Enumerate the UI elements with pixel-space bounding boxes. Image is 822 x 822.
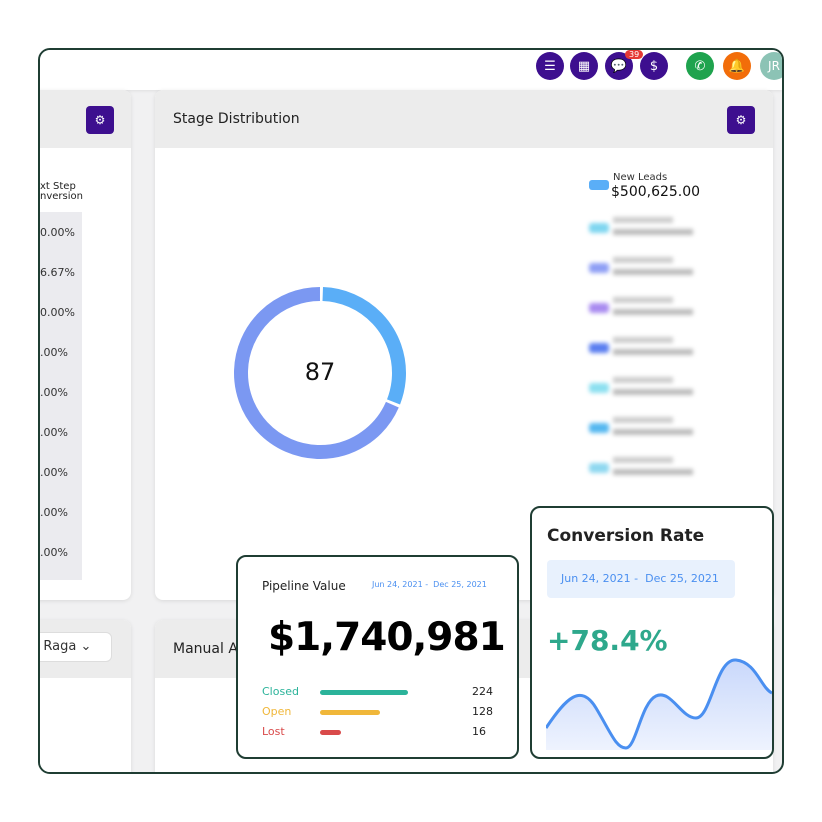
table-cell: .00% xyxy=(40,386,68,399)
pipeline-amount: $1,740,981 xyxy=(268,615,506,660)
pipeline-title: Pipeline Value xyxy=(262,579,346,593)
donut-chart xyxy=(234,287,406,459)
donut-total: 87 xyxy=(304,358,336,386)
donut-segment-other[interactable] xyxy=(234,287,406,459)
messages-badge: 39 xyxy=(625,50,644,59)
conversion-rate-card: Conversion Rate Jun 24, 2021 - Dec 25, 2… xyxy=(530,506,774,759)
conversion-sparkline xyxy=(546,658,772,750)
pipeline-row: Lost 16 xyxy=(238,725,517,741)
conversion-title: Conversion Rate xyxy=(547,526,705,546)
pipeline-row-count: 128 xyxy=(472,705,493,718)
owner-select[interactable]: n Raga ⌄ xyxy=(40,632,112,662)
table-cell: 0.00% xyxy=(40,226,75,239)
table-cell: .00% xyxy=(40,466,68,479)
bell-icon[interactable]: 🔔 xyxy=(723,52,751,80)
column-header: xt Step nversion xyxy=(40,181,83,202)
table-cell: .00% xyxy=(40,546,68,559)
funnel-table-card: ⚙ xt Step nversion 0.00% 6.67% 0.00% .00%… xyxy=(40,90,131,600)
lower-left-card: n Raga ⌄ xyxy=(40,620,131,772)
pipeline-value-card: Pipeline Value Jun 24, 2021 - Dec 25, 20… xyxy=(236,555,519,759)
conversion-rate: +78.4% xyxy=(547,624,668,657)
top-bar: ☰ ▦ 💬 39 $ ✆ 🔔 JR xyxy=(40,50,782,90)
pipeline-row-label: Open xyxy=(262,705,292,718)
pipeline-row-bar xyxy=(320,690,408,695)
phone-icon[interactable]: ✆ xyxy=(686,52,714,80)
card-header xyxy=(40,90,131,148)
pipeline-row: Open 128 xyxy=(238,705,517,721)
owner-select-value: n Raga xyxy=(40,639,77,654)
table-cell: 0.00% xyxy=(40,306,75,319)
list-icon[interactable]: ☰ xyxy=(536,52,564,80)
table-cell: 6.67% xyxy=(40,266,75,279)
conversion-column: 0.00% 6.67% 0.00% .00% .00% .00% .00% .0… xyxy=(40,212,82,580)
sparkline-area xyxy=(546,659,772,750)
table-cell: .00% xyxy=(40,506,68,519)
pipeline-row-bar xyxy=(320,710,380,715)
legend-label: New Leads xyxy=(613,172,668,183)
sparkline-line xyxy=(546,658,772,750)
pipeline-date-range: Jun 24, 2021 - Dec 25, 2021 xyxy=(372,580,487,589)
pipeline-row-label: Closed xyxy=(262,685,299,698)
pipeline-row-label: Lost xyxy=(262,725,285,738)
pipeline-row-count: 16 xyxy=(472,725,486,738)
money-hand-icon[interactable]: $ xyxy=(640,52,668,80)
pipeline-row: Closed 224 xyxy=(238,685,517,701)
pipeline-row-count: 224 xyxy=(472,685,493,698)
filter-button[interactable]: ⚙ xyxy=(727,106,755,134)
conversion-date-range[interactable]: Jun 24, 2021 - Dec 25, 2021 xyxy=(547,560,735,598)
avatar[interactable]: JR xyxy=(760,52,782,80)
calendar-icon[interactable]: ▦ xyxy=(570,52,598,80)
card-title: Stage Distribution xyxy=(155,90,773,148)
legend-value: $500,625.00 xyxy=(611,184,701,200)
legend-swatch xyxy=(589,180,609,190)
filter-button[interactable]: ⚙ xyxy=(86,106,114,134)
pipeline-row-bar xyxy=(320,730,342,735)
table-cell: .00% xyxy=(40,346,68,359)
table-cell: .00% xyxy=(40,426,68,439)
